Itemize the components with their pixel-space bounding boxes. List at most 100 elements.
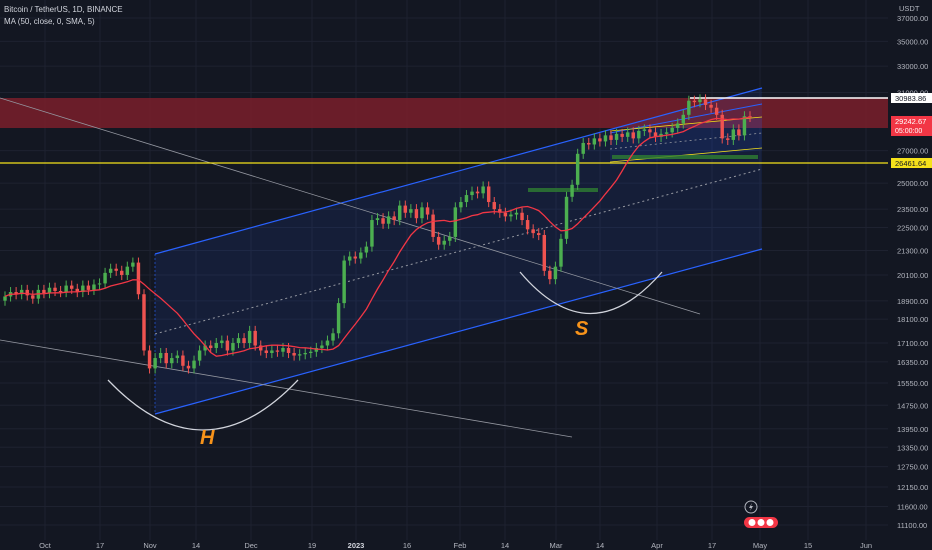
candle[interactable] — [692, 100, 697, 103]
candle[interactable] — [42, 289, 46, 294]
currency-toggle-icon[interactable] — [744, 517, 778, 528]
candle[interactable] — [325, 340, 330, 346]
price-label-box[interactable] — [891, 116, 932, 136]
candle[interactable] — [431, 214, 435, 237]
candle[interactable] — [92, 284, 96, 290]
candle[interactable] — [14, 292, 18, 295]
candle[interactable] — [259, 345, 263, 351]
candle[interactable] — [642, 129, 647, 131]
candle[interactable] — [548, 270, 552, 280]
candle[interactable] — [64, 285, 68, 293]
candle[interactable] — [69, 285, 74, 289]
candle[interactable] — [131, 262, 135, 267]
candle[interactable] — [425, 207, 430, 215]
descending-trendline-lower[interactable] — [0, 339, 573, 438]
candle[interactable] — [108, 268, 113, 273]
candle[interactable] — [514, 212, 519, 215]
candle[interactable] — [620, 133, 624, 137]
candle[interactable] — [220, 340, 224, 344]
candle[interactable] — [525, 220, 530, 230]
candle[interactable] — [309, 351, 313, 353]
candle[interactable] — [614, 133, 619, 140]
candle[interactable] — [637, 130, 641, 139]
candle[interactable] — [709, 104, 713, 108]
price-label-box[interactable] — [891, 158, 932, 168]
candle[interactable] — [742, 116, 747, 136]
moving-average-line[interactable] — [4, 116, 751, 357]
candle[interactable] — [114, 268, 118, 271]
candle[interactable] — [464, 195, 469, 203]
candle[interactable] — [731, 129, 736, 140]
candle[interactable] — [147, 350, 152, 369]
candle[interactable] — [353, 256, 357, 259]
candle[interactable] — [153, 358, 157, 369]
candle[interactable] — [347, 256, 352, 261]
candle[interactable] — [192, 360, 196, 369]
price-label-box[interactable] — [891, 93, 932, 103]
candle[interactable] — [570, 184, 574, 197]
sub-channel-mid[interactable] — [609, 132, 763, 150]
candle[interactable] — [225, 340, 230, 351]
lightning-icon[interactable] — [744, 500, 758, 514]
candle[interactable] — [175, 355, 180, 359]
candle[interactable] — [714, 107, 719, 115]
candle[interactable] — [314, 347, 319, 352]
candle[interactable] — [208, 345, 213, 348]
candle[interactable] — [375, 218, 380, 221]
candle[interactable] — [687, 100, 691, 115]
candle[interactable] — [664, 132, 669, 134]
candle[interactable] — [142, 294, 146, 351]
candle[interactable] — [86, 285, 91, 290]
candle[interactable] — [459, 202, 463, 208]
candle[interactable] — [3, 296, 7, 301]
candle[interactable] — [331, 333, 335, 341]
candle[interactable] — [648, 129, 652, 133]
candle[interactable] — [186, 365, 191, 369]
indicator-label[interactable]: MA (50, close, 0, SMA, 5) — [4, 17, 95, 26]
candle[interactable] — [242, 338, 246, 344]
candle[interactable] — [453, 207, 458, 237]
candle[interactable] — [603, 135, 608, 142]
candle[interactable] — [75, 288, 79, 293]
candle[interactable] — [336, 303, 341, 334]
candle[interactable] — [592, 138, 597, 145]
candle[interactable] — [481, 186, 485, 194]
candle[interactable] — [503, 212, 508, 217]
candle[interactable] — [403, 205, 408, 213]
price-axis[interactable] — [888, 0, 932, 550]
candle[interactable] — [292, 352, 296, 356]
candle[interactable] — [609, 135, 613, 140]
candle[interactable] — [564, 196, 569, 239]
candle[interactable] — [703, 99, 708, 105]
candle[interactable] — [509, 214, 513, 217]
candle[interactable] — [247, 330, 252, 344]
candle[interactable] — [392, 216, 396, 221]
candle[interactable] — [575, 153, 580, 185]
candle[interactable] — [31, 295, 35, 299]
candle[interactable] — [737, 129, 741, 136]
symbol-title[interactable]: Bitcoin / TetherUS, 1D, BINANCE — [4, 5, 123, 14]
candle[interactable] — [253, 330, 257, 346]
candle[interactable] — [53, 287, 57, 291]
candle[interactable] — [581, 142, 585, 154]
demand-zone[interactable] — [528, 188, 598, 192]
sub-channel-fill[interactable] — [610, 117, 762, 166]
candle[interactable] — [303, 352, 307, 355]
time-axis[interactable] — [0, 540, 888, 550]
candle[interactable] — [531, 229, 535, 234]
candle[interactable] — [653, 132, 658, 137]
candle[interactable] — [214, 343, 218, 348]
candle[interactable] — [364, 246, 369, 253]
candle[interactable] — [559, 238, 563, 267]
candle[interactable] — [270, 350, 274, 353]
candle[interactable] — [170, 358, 174, 364]
candle[interactable] — [275, 350, 280, 352]
candle[interactable] — [386, 216, 391, 224]
candle[interactable] — [520, 212, 524, 221]
candle[interactable] — [436, 236, 441, 245]
candle[interactable] — [97, 283, 102, 285]
candle[interactable] — [370, 220, 374, 247]
candle[interactable] — [625, 132, 630, 137]
candle[interactable] — [720, 114, 724, 139]
